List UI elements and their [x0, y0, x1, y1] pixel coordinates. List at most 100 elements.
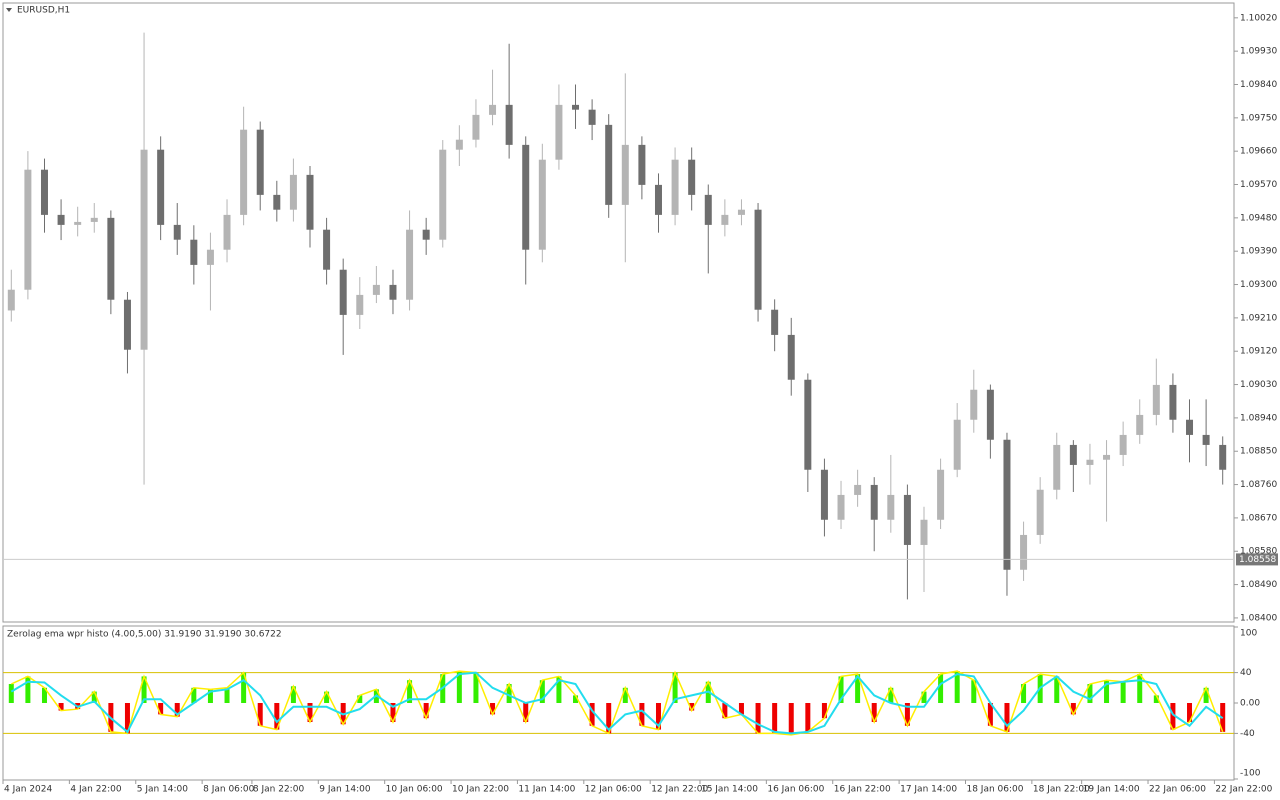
candle-body [439, 149, 447, 240]
candle-body [90, 217, 98, 222]
histogram-bar [921, 691, 927, 703]
candle-body [1219, 444, 1227, 470]
histogram-bar [473, 672, 479, 703]
candle-body [1119, 434, 1127, 455]
candle-body [1202, 434, 1210, 445]
candle-body [1003, 439, 1011, 570]
candle-body [754, 209, 762, 310]
y-tick-label: 1.08760 [1240, 480, 1277, 490]
x-tick-label: 17 Jan 14:00 [900, 785, 957, 795]
x-tick-label: 8 Jan 22:00 [253, 785, 305, 795]
histogram-bar [1070, 703, 1076, 715]
histogram-bar [307, 703, 313, 722]
histogram-bar [938, 674, 944, 703]
x-tick-label: 5 Jan 14:00 [137, 785, 189, 795]
y-tick-label: 1.09210 [1240, 313, 1277, 323]
candle-body [140, 149, 148, 350]
candle-body [240, 129, 248, 215]
histogram-bar [821, 703, 827, 719]
y-tick-label: 1.10020 [1240, 13, 1277, 23]
x-tick-label: 8 Jan 06:00 [203, 785, 255, 795]
candle-body [289, 174, 297, 210]
histogram-bar [324, 691, 330, 703]
x-tick-label: 22 Jan 06:00 [1149, 785, 1206, 795]
histogram-bar [58, 703, 64, 711]
candle-body [1186, 419, 1194, 435]
y-tick-label: 1.08940 [1240, 413, 1277, 423]
histogram-bar [506, 684, 512, 703]
histogram-bar [805, 703, 811, 732]
signal-line [10, 671, 1224, 735]
candle-body [389, 284, 397, 300]
histogram-bar [971, 680, 977, 703]
candle-body [256, 129, 264, 195]
histogram-outline [10, 670, 1224, 736]
y-tick-label: 1.09120 [1240, 347, 1277, 357]
histogram-bar [1104, 680, 1110, 703]
histogram-bar [274, 703, 280, 730]
histogram-bar [788, 703, 794, 735]
candle-body [704, 194, 712, 225]
candle-body [57, 214, 65, 225]
histogram-bar [622, 687, 628, 703]
candle-body [721, 214, 729, 225]
histogram-bar [987, 703, 993, 726]
histogram-bar [1120, 681, 1126, 703]
price-panel [2, 2, 1235, 623]
candle-body [854, 484, 862, 495]
histogram-bar [1187, 703, 1193, 722]
candle-body [422, 229, 430, 240]
candle-body [538, 159, 546, 250]
candle-body [107, 217, 115, 300]
histogram-bar [407, 680, 413, 703]
candle-body [953, 419, 961, 470]
histogram-bar [124, 703, 130, 734]
candle-body [157, 149, 165, 225]
histogram-bar [1054, 676, 1060, 703]
candle-body [1020, 534, 1028, 570]
x-tick-label: 4 Jan 2024 [4, 785, 52, 795]
histogram-bar [888, 687, 894, 703]
candle-body [1169, 384, 1177, 420]
histogram-bar [174, 703, 180, 717]
histogram-bar [91, 691, 97, 703]
candle-body [1036, 489, 1044, 535]
y-tick-label: 1.09480 [1240, 213, 1277, 223]
histogram-bar [25, 676, 31, 703]
y-tick-label: 0.00 [1240, 699, 1260, 709]
candle-body [887, 494, 895, 520]
x-tick-label: 22 Jan 22:00 [1215, 785, 1272, 795]
histogram-bar [1021, 684, 1027, 703]
histogram-bar [456, 671, 462, 703]
candle-body [588, 109, 596, 125]
candle-body [903, 494, 911, 545]
candle-body [472, 114, 480, 140]
candle-body [937, 469, 945, 520]
histogram-bar [224, 687, 230, 703]
y-tick-label: -100 [1240, 769, 1261, 779]
candle-body [605, 124, 613, 205]
candle-body [555, 104, 563, 160]
histogram-bar [1137, 674, 1143, 703]
candle-body [737, 209, 745, 215]
histogram-bar [490, 703, 496, 715]
candle-body [688, 159, 696, 195]
candle-body [206, 249, 214, 265]
x-tick-label: 15 Jan 14:00 [701, 785, 758, 795]
candle-body [190, 239, 198, 265]
x-tick-label: 18 Jan 06:00 [966, 785, 1023, 795]
histogram-bar [755, 703, 761, 734]
histogram-bar [838, 676, 844, 703]
candle-body [522, 144, 530, 250]
histogram-bar [1170, 703, 1176, 730]
histogram-bar [141, 676, 147, 703]
candle-body [489, 104, 497, 115]
candle-body [306, 174, 314, 230]
candle-body [406, 229, 414, 300]
last-price-label: 1.08558 [1239, 555, 1276, 565]
candle-body [787, 334, 795, 380]
y-tick-label: 1.09030 [1240, 380, 1277, 390]
y-tick-label: -40 [1240, 729, 1255, 739]
candle-body [40, 169, 48, 215]
